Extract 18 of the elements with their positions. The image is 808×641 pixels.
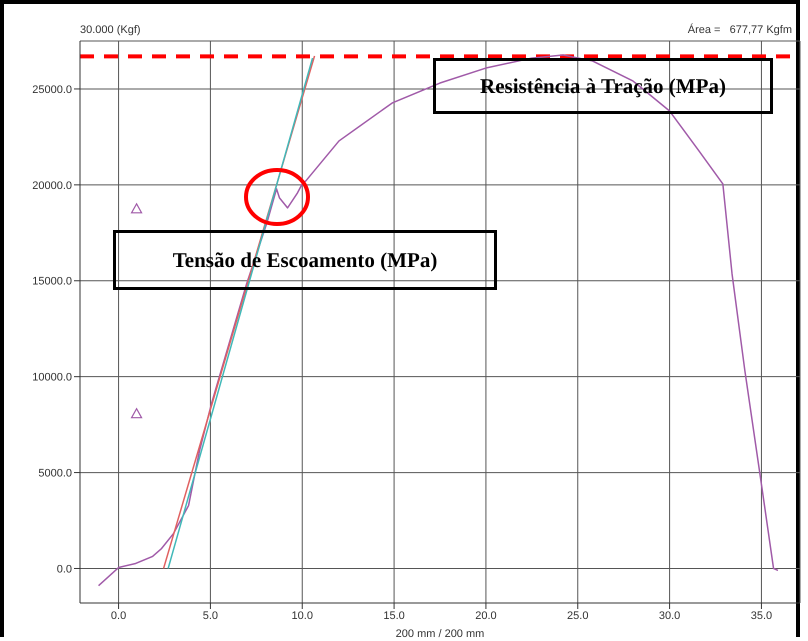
- x-tick-label: 10.0: [292, 610, 313, 622]
- x-tick-label: 20.0: [475, 610, 497, 622]
- x-tick-label: 15.0: [383, 610, 405, 622]
- y-axis-title: 30.000 (Kgf): [80, 24, 141, 36]
- x-tick-label: 25.0: [567, 610, 588, 622]
- x-tick-label: 0.0: [110, 610, 126, 622]
- y-tick-label: 15000.0: [32, 276, 72, 288]
- x-axis-title: 200 mm / 200 mm: [396, 628, 484, 640]
- x-tick-label: 35.0: [750, 610, 772, 622]
- text: Área = 677,77 Kgfm: [688, 24, 792, 36]
- x-tick-label: 30.0: [658, 610, 680, 622]
- y-tick-label: 20000.0: [32, 180, 72, 192]
- y-tick-label: 25000.0: [32, 84, 72, 96]
- line-series: [98, 54, 779, 586]
- y-tick-label: 5000.0: [38, 467, 72, 480]
- y-tick-label: 10000.0: [32, 372, 72, 384]
- y-tick-label: 0.0: [56, 563, 72, 576]
- x-tick-label: 5.0: [202, 610, 218, 622]
